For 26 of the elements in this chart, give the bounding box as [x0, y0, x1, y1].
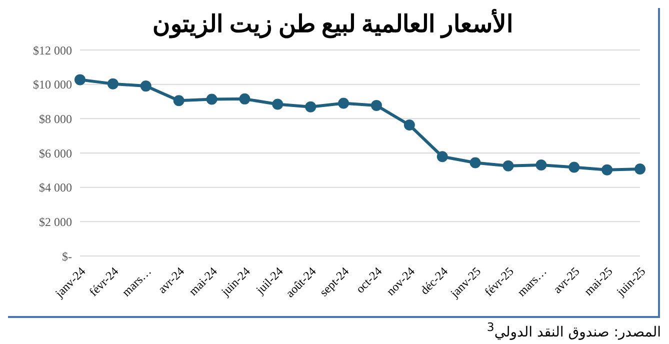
point	[173, 95, 184, 106]
y-tick-label: $-	[62, 249, 72, 264]
point	[305, 101, 316, 112]
point	[502, 160, 514, 172]
point	[370, 100, 382, 111]
point	[436, 151, 448, 162]
y-tick-label: $8 000	[39, 112, 72, 126]
y-tick-label: $4 000	[39, 180, 72, 195]
point	[140, 80, 152, 92]
point	[338, 98, 350, 109]
point	[107, 78, 118, 90]
point	[404, 120, 415, 131]
point	[470, 157, 481, 168]
chart-title: الأسعار العالمية لبيع طن زيت الزيتون	[152, 10, 514, 40]
y-tick-label: $6 000	[39, 146, 72, 160]
point	[272, 98, 284, 110]
point	[568, 162, 580, 173]
point	[634, 163, 646, 174]
point	[602, 164, 613, 176]
y-tick-label: $2 000	[39, 214, 72, 229]
y-tick-label: $10 000	[33, 78, 72, 92]
point	[206, 94, 218, 105]
y-tick-label: $12 000	[33, 43, 72, 58]
point	[536, 160, 547, 171]
point	[239, 93, 250, 104]
point	[74, 74, 86, 86]
